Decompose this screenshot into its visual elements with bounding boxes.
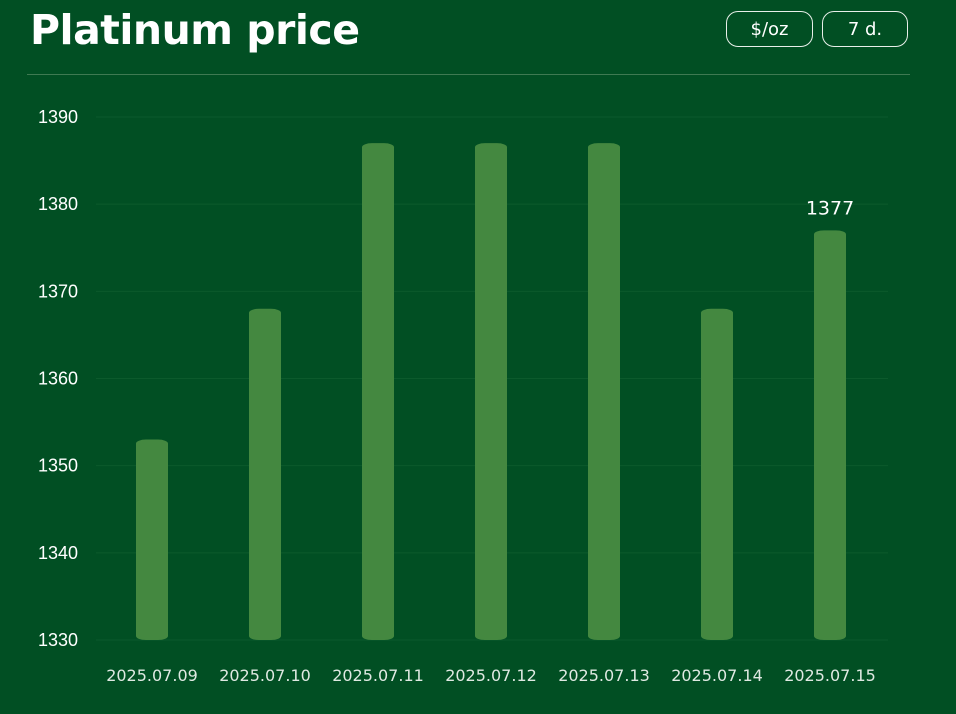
page-title: Platinum price: [30, 6, 360, 54]
x-tick-label: 2025.07.09: [106, 666, 198, 685]
y-tick-label: 1330: [38, 630, 78, 650]
data-labels: 1377: [806, 197, 854, 219]
x-tick-label: 2025.07.15: [784, 666, 876, 685]
bar-2025.07.10[interactable]: [249, 308, 281, 640]
y-axis: 1330 1340 1350 1360 1370 1380 1390: [38, 107, 78, 650]
data-label: 1377: [806, 197, 854, 219]
bar-2025.07.09[interactable]: [136, 439, 168, 640]
y-tick-label: 1340: [38, 543, 78, 563]
x-tick-label: 2025.07.14: [671, 666, 763, 685]
chart-bars: [136, 143, 846, 641]
unit-selector-button[interactable]: $/oz: [726, 11, 813, 47]
chart-header: Platinum price $/oz 7 d.: [0, 0, 956, 74]
y-tick-label: 1390: [38, 107, 78, 127]
x-tick-label: 2025.07.10: [219, 666, 311, 685]
time-range-button[interactable]: 7 d.: [822, 11, 908, 47]
x-axis: 2025.07.09 2025.07.10 2025.07.11 2025.07.12…: [106, 666, 876, 685]
bar-2025.07.14[interactable]: [701, 308, 733, 640]
x-tick-label: 2025.07.12: [445, 666, 537, 685]
y-tick-label: 1370: [38, 281, 78, 301]
x-tick-label: 2025.07.13: [558, 666, 650, 685]
y-tick-label: 1360: [38, 369, 78, 389]
y-tick-label: 1350: [38, 456, 78, 476]
bar-2025.07.13[interactable]: [588, 143, 620, 640]
bar-2025.07.15[interactable]: [814, 230, 846, 641]
x-tick-label: 2025.07.11: [332, 666, 424, 685]
bar-2025.07.12[interactable]: [475, 143, 507, 640]
header-divider: [27, 74, 910, 75]
y-tick-label: 1380: [38, 194, 78, 214]
bar-2025.07.11[interactable]: [362, 143, 394, 640]
